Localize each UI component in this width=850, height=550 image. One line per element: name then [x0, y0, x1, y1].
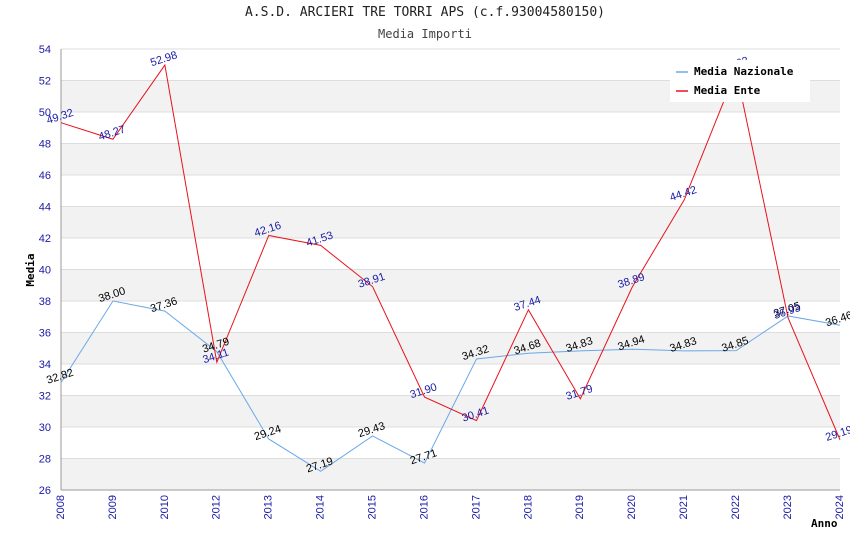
grid-bands	[61, 49, 840, 490]
grid-band	[61, 175, 840, 207]
chart-title: A.S.D. ARCIERI TRE TORRI APS (c.f.930045…	[244, 5, 606, 20]
grid-band	[61, 458, 840, 490]
x-tick-label: 2016	[418, 495, 430, 519]
x-tick-label: 2012	[211, 495, 223, 519]
y-tick-labels: 26 28 30 32 34 36 38 40 42 44 46 48 50 52 54	[39, 44, 51, 497]
y-tick-label: 34	[39, 359, 51, 371]
x-tick-label: 2013	[263, 495, 275, 519]
y-tick-label: 30	[39, 422, 51, 434]
x-tick-label: 2008	[55, 495, 67, 519]
chart-subtitle: Media Importi	[378, 27, 472, 41]
y-tick-label: 44	[39, 202, 51, 214]
legend: Media Nazionale Media Ente	[670, 60, 810, 102]
x-tick-label: 2019	[574, 495, 586, 519]
x-tick-label: 2009	[107, 495, 119, 519]
x-tick-label: 2014	[315, 495, 327, 519]
y-tick-label: 54	[39, 44, 51, 56]
legend-label-media-nazionale: Media Nazionale	[694, 65, 794, 78]
grid-band	[61, 112, 840, 144]
axes	[60, 49, 840, 491]
x-tick-label: 2020	[626, 495, 638, 519]
y-tick-label: 50	[39, 107, 51, 119]
series-line-media-nazionale	[60, 300, 841, 472]
y-tick-label: 46	[39, 170, 51, 182]
x-tick-label: 2017	[470, 495, 482, 519]
grid-band	[61, 206, 840, 238]
grid-band	[61, 143, 840, 175]
y-axis-label: Media	[24, 253, 37, 286]
y-tick-label: 28	[39, 454, 51, 466]
y-tick-label: 36	[39, 328, 51, 340]
y-tick-label: 26	[39, 485, 51, 497]
x-tick-labels: 2008 2009 2010 2012 2013 2014 2015 2016 2017 2018…	[55, 495, 846, 519]
y-tick-label: 52	[39, 76, 51, 88]
x-axis-label: Anno	[811, 517, 838, 530]
y-tick-label: 32	[39, 391, 51, 403]
y-tick-label: 40	[39, 265, 51, 277]
x-tick-label: 2015	[367, 495, 379, 519]
x-tick-label: 2023	[782, 495, 794, 519]
grid-band	[61, 269, 840, 301]
grid-band	[61, 301, 840, 333]
y-tick-label: 48	[39, 139, 51, 151]
x-tick-label: 2018	[522, 495, 534, 519]
grid-band	[61, 332, 840, 364]
y-tick-label: 38	[39, 296, 51, 308]
grid-band	[61, 364, 840, 396]
series-lines	[60, 63, 841, 472]
y-tick-label: 42	[39, 233, 51, 245]
legend-label-media-ente: Media Ente	[694, 84, 761, 97]
series-line-media-ente	[60, 63, 841, 440]
x-tick-label: 2010	[159, 495, 171, 519]
x-tick-label: 2022	[730, 495, 742, 519]
legend-box	[670, 60, 810, 102]
grid-band	[61, 427, 840, 459]
x-tick-label: 2021	[678, 495, 690, 519]
x-tick-label: 2024	[834, 495, 846, 519]
grid-band	[61, 238, 840, 270]
